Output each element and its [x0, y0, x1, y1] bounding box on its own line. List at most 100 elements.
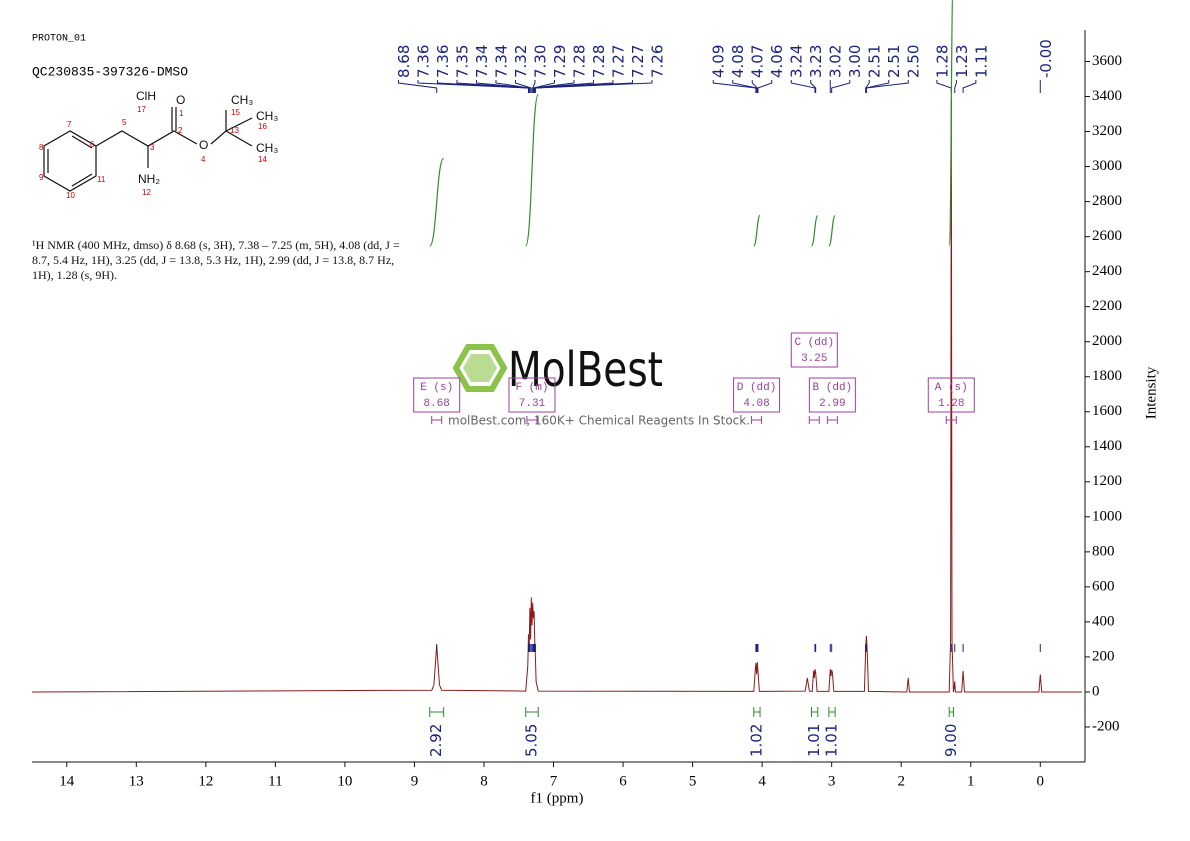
- multiplet-bracket: [431, 416, 443, 424]
- peak-connector: [533, 80, 594, 93]
- y-tick-label: 3000: [1092, 158, 1122, 174]
- peak-connector: [397, 80, 438, 93]
- integral-bracket: [753, 707, 761, 717]
- peak-label: 7.32: [512, 45, 530, 78]
- integral-label: 1.01: [805, 724, 823, 757]
- peak-connector: [436, 80, 529, 93]
- peak-connector: [532, 80, 536, 93]
- peak-connector: [532, 80, 555, 93]
- peak-label: 7.36: [434, 45, 452, 78]
- ring: [43, 130, 97, 192]
- integral-bracket: [828, 707, 836, 717]
- peak-label: 2.51: [866, 45, 884, 78]
- y-tick-label: 2400: [1092, 263, 1122, 279]
- bond: [225, 130, 253, 147]
- integral-curve: [429, 157, 445, 247]
- atom-label: O: [176, 93, 185, 107]
- x-tick-label: 5: [689, 773, 697, 789]
- y-tick-label: 2600: [1092, 228, 1122, 244]
- y-tick-label: 1600: [1092, 403, 1122, 419]
- peak-connector: [831, 80, 851, 93]
- peak-label: 7.34: [473, 45, 491, 78]
- integral-label: 1.01: [823, 724, 841, 757]
- atom-number: 1: [179, 109, 184, 118]
- atom-number: 6: [90, 140, 95, 149]
- peak-label: 4.09: [710, 45, 728, 78]
- peak-label: 7.30: [531, 45, 549, 78]
- peak-connector: [757, 80, 773, 93]
- y-tick-label: 1000: [1092, 508, 1122, 524]
- peak-label: 7.35: [453, 45, 471, 78]
- integral-bracket: [525, 707, 539, 717]
- peak-label: 7.36: [414, 45, 432, 78]
- y-tick-label: 3200: [1092, 123, 1122, 139]
- x-tick-label: 7: [550, 773, 558, 789]
- y-tick-label: 2800: [1092, 193, 1122, 209]
- peak-connector: [865, 80, 909, 93]
- peak-connector: [810, 80, 817, 93]
- y-tick-label: 3400: [1092, 88, 1122, 104]
- multiplet-box: [413, 377, 461, 413]
- atom-number: 17: [137, 105, 146, 114]
- atom-number: 16: [258, 122, 267, 131]
- integral-curve: [828, 215, 836, 247]
- peak-label: 3.24: [788, 45, 806, 78]
- atom-number: 9: [39, 173, 44, 182]
- bond: [71, 135, 93, 149]
- multiplet-box: [790, 332, 838, 368]
- peak-label: 2.51: [885, 45, 903, 78]
- multiplet-bracket: [526, 416, 538, 424]
- multiplet-bracket: [808, 416, 820, 424]
- integral-label: 5.05: [522, 724, 540, 757]
- peak-connector: [962, 80, 977, 93]
- y-tick-label: 600: [1092, 578, 1115, 594]
- multiplet-name: F (m): [515, 382, 548, 394]
- peak-label: 7.29: [551, 45, 569, 78]
- x-tick-label: 10: [337, 773, 352, 789]
- peak-label: 7.28: [570, 45, 588, 78]
- logo-hexagon: [452, 344, 508, 392]
- integral-bracket: [811, 707, 819, 717]
- atom-number: 8: [39, 143, 44, 152]
- multiplet-name: B (dd): [813, 382, 853, 394]
- watermark-brand: MolBest: [508, 342, 663, 398]
- sample-name: QC230835-397326-DMSO: [32, 64, 188, 79]
- x-tick-label: 14: [59, 773, 75, 789]
- bond: [71, 173, 93, 187]
- x-tick-label: 3: [828, 773, 836, 789]
- x-tick-label: 1: [967, 773, 975, 789]
- peak-label: 7.27: [609, 45, 627, 78]
- peak-label: 1.28: [933, 45, 951, 78]
- x-tick-label: 11: [268, 773, 282, 789]
- y-tick-label: 2000: [1092, 333, 1122, 349]
- atom-number: 14: [258, 155, 267, 164]
- watermark-tagline: molBest.com, 160K+ Chemical Reagents In …: [448, 414, 750, 428]
- multiplet-shift: 4.08: [743, 398, 769, 410]
- y-tick-label: 200: [1092, 648, 1115, 664]
- atom-label: O: [199, 138, 208, 152]
- y-tick-label: 1800: [1092, 368, 1122, 384]
- experiment-name: PROTON_01: [32, 34, 86, 45]
- x-tick-label: 8: [480, 773, 488, 789]
- peak-connector: [936, 80, 952, 93]
- peak-label: -0.00: [1037, 39, 1055, 78]
- multiplet-shift: 3.25: [801, 353, 827, 365]
- multiplet-shift: 1.28: [938, 398, 964, 410]
- multiplet-shift: 8.68: [423, 398, 449, 410]
- y-tick-label: 0: [1092, 683, 1100, 699]
- peak-label: 7.26: [648, 45, 666, 78]
- multiplet-box: [927, 377, 975, 413]
- atom-number: 15: [231, 108, 240, 117]
- y-axis-title: Intensity: [1143, 366, 1159, 419]
- peak-connector: [712, 80, 757, 93]
- integral-bracket: [429, 707, 445, 717]
- bond: [210, 110, 227, 145]
- x-tick-label: 0: [1037, 773, 1045, 789]
- x-tick-label: 9: [411, 773, 419, 789]
- peak-label: 2.50: [905, 45, 923, 78]
- integral-curve: [753, 214, 761, 247]
- multiplet-bracket: [945, 416, 957, 424]
- peak-label: 1.23: [953, 45, 971, 78]
